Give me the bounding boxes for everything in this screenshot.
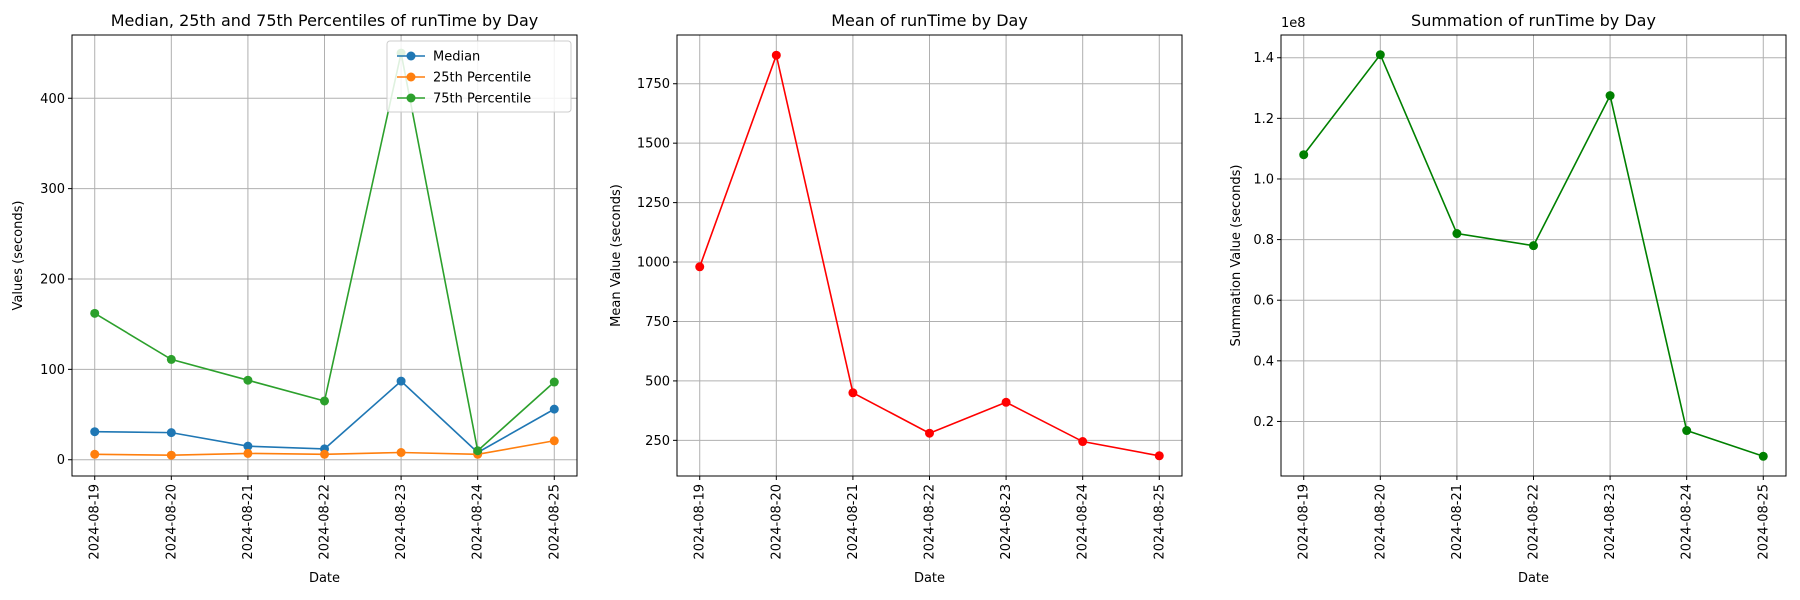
data-point: [1758, 451, 1768, 461]
y-axis-label: Summation Value (seconds): [1229, 165, 1244, 347]
y-tick-label: 0: [57, 453, 65, 468]
data-point: [243, 448, 253, 458]
x-tick-label: 2024-08-21: [241, 484, 256, 560]
y-tick-label: 0.2: [1253, 415, 1274, 430]
y-tick-label: 500: [645, 374, 670, 389]
y-tick-label: 1.4: [1253, 51, 1274, 66]
y-tick-label: 400: [40, 92, 65, 107]
x-tick-label: 2024-08-24: [1076, 484, 1091, 560]
x-tick-label: 2024-08-20: [769, 484, 784, 560]
x-tick-label: 2024-08-23: [1603, 484, 1618, 560]
y-tick-label: 1.2: [1253, 112, 1274, 127]
x-tick-label: 2024-08-20: [1373, 484, 1388, 560]
data-point: [166, 450, 176, 460]
legend-swatch-marker: [406, 51, 416, 61]
data-point: [90, 449, 100, 459]
chart-panel-1: 2024-08-19 2024-08-20 2024-08-21 2024-08-22…: [11, 11, 578, 586]
data-point: [320, 396, 329, 406]
x-tick-label: 2024-08-25: [1152, 484, 1167, 560]
x-tick-label: 2024-08-24: [471, 484, 486, 560]
data-point: [1452, 229, 1462, 239]
data-point: [90, 308, 100, 318]
legend-entry-25th-percentile: 25th Percentile: [433, 71, 531, 86]
data-point: [925, 428, 934, 438]
y-tick-label: 1750: [637, 77, 670, 92]
y-tick-label: 200: [40, 272, 65, 287]
data-point: [243, 441, 253, 451]
chart-title: Mean of runTime by Day: [831, 11, 1028, 30]
y-axis-label: Mean Value (seconds): [609, 184, 624, 327]
legend-swatch-marker: [406, 72, 416, 82]
plot-frame: [71, 34, 578, 477]
chart-title: Summation of runTime by Day: [1411, 11, 1656, 30]
y-tick-label: 0.8: [1253, 233, 1274, 248]
x-tick-label: 2024-08-22: [1527, 484, 1542, 560]
plot-frame: [676, 34, 1183, 477]
x-tick-label: 2024-08-19: [1297, 484, 1312, 560]
data-point: [695, 262, 705, 272]
data-point: [1154, 451, 1164, 461]
y-tick-label: 750: [645, 315, 670, 330]
data-point: [1529, 241, 1538, 251]
x-axis-label: Date: [914, 571, 945, 586]
y-tick-label: 250: [645, 434, 670, 449]
y-offset-label: 1e8: [1281, 16, 1306, 31]
data-point: [1001, 397, 1011, 407]
y-tick-label: 1.0: [1253, 172, 1274, 187]
y-tick-label: 100: [40, 363, 65, 378]
data-point: [396, 376, 406, 386]
chart-panel-3: 2024-08-19 2024-08-20 2024-08-21 2024-08-22…: [1229, 11, 1787, 586]
y-tick-label: 1000: [637, 256, 670, 271]
x-tick-label: 2024-08-22: [318, 484, 333, 560]
data-point: [549, 404, 559, 414]
legend: Median 25th Percentile 75th Percentile: [386, 40, 572, 113]
data-point: [549, 436, 559, 446]
y-tick-label: 0.4: [1253, 354, 1274, 369]
x-tick-label: 2024-08-21: [846, 484, 861, 560]
legend-entry-75th-percentile: 75th Percentile: [433, 92, 531, 107]
x-tick-label: 2024-08-19: [693, 484, 708, 560]
data-point: [166, 354, 176, 364]
x-tick-label: 2024-08-25: [1756, 484, 1771, 560]
data-point: [1299, 150, 1309, 160]
x-tick-label: 2024-08-20: [164, 484, 179, 560]
data-point: [473, 446, 483, 456]
data-point: [1375, 50, 1385, 60]
data-point: [771, 50, 781, 60]
y-axis-label: Values (seconds): [11, 201, 26, 311]
data-point: [1605, 91, 1615, 101]
y-tick-label: 300: [40, 182, 65, 197]
data-point: [243, 375, 253, 385]
x-tick-label: 2024-08-22: [923, 484, 938, 560]
y-tick-label: 0.6: [1253, 294, 1274, 309]
chart-title: Median, 25th and 75th Percentiles of run…: [111, 11, 539, 30]
x-tick-label: 2024-08-19: [88, 484, 103, 560]
x-tick-label: 2024-08-23: [999, 484, 1014, 560]
x-axis-label: Date: [1518, 571, 1549, 586]
data-point: [396, 448, 406, 458]
data-point: [1682, 426, 1692, 436]
data-point: [848, 388, 858, 398]
data-point: [549, 377, 559, 387]
plot-frame: [1280, 34, 1787, 477]
data-point: [166, 428, 176, 438]
x-axis-label: Date: [309, 571, 340, 586]
y-tick-label: 1250: [637, 196, 670, 211]
legend-entry-median: Median: [433, 50, 480, 65]
legend-box: [386, 40, 572, 113]
y-tick-label: 1500: [637, 137, 670, 152]
x-tick-label: 2024-08-25: [547, 484, 562, 560]
data-point: [1078, 437, 1088, 447]
data-point: [320, 449, 329, 459]
data-point: [90, 427, 100, 437]
x-tick-label: 2024-08-24: [1680, 484, 1695, 560]
legend-swatch-marker: [406, 93, 416, 103]
chart-panel-2: 2024-08-19 2024-08-20 2024-08-21 2024-08-22…: [609, 11, 1183, 586]
x-tick-label: 2024-08-21: [1450, 484, 1465, 560]
x-tick-label: 2024-08-23: [394, 484, 409, 560]
